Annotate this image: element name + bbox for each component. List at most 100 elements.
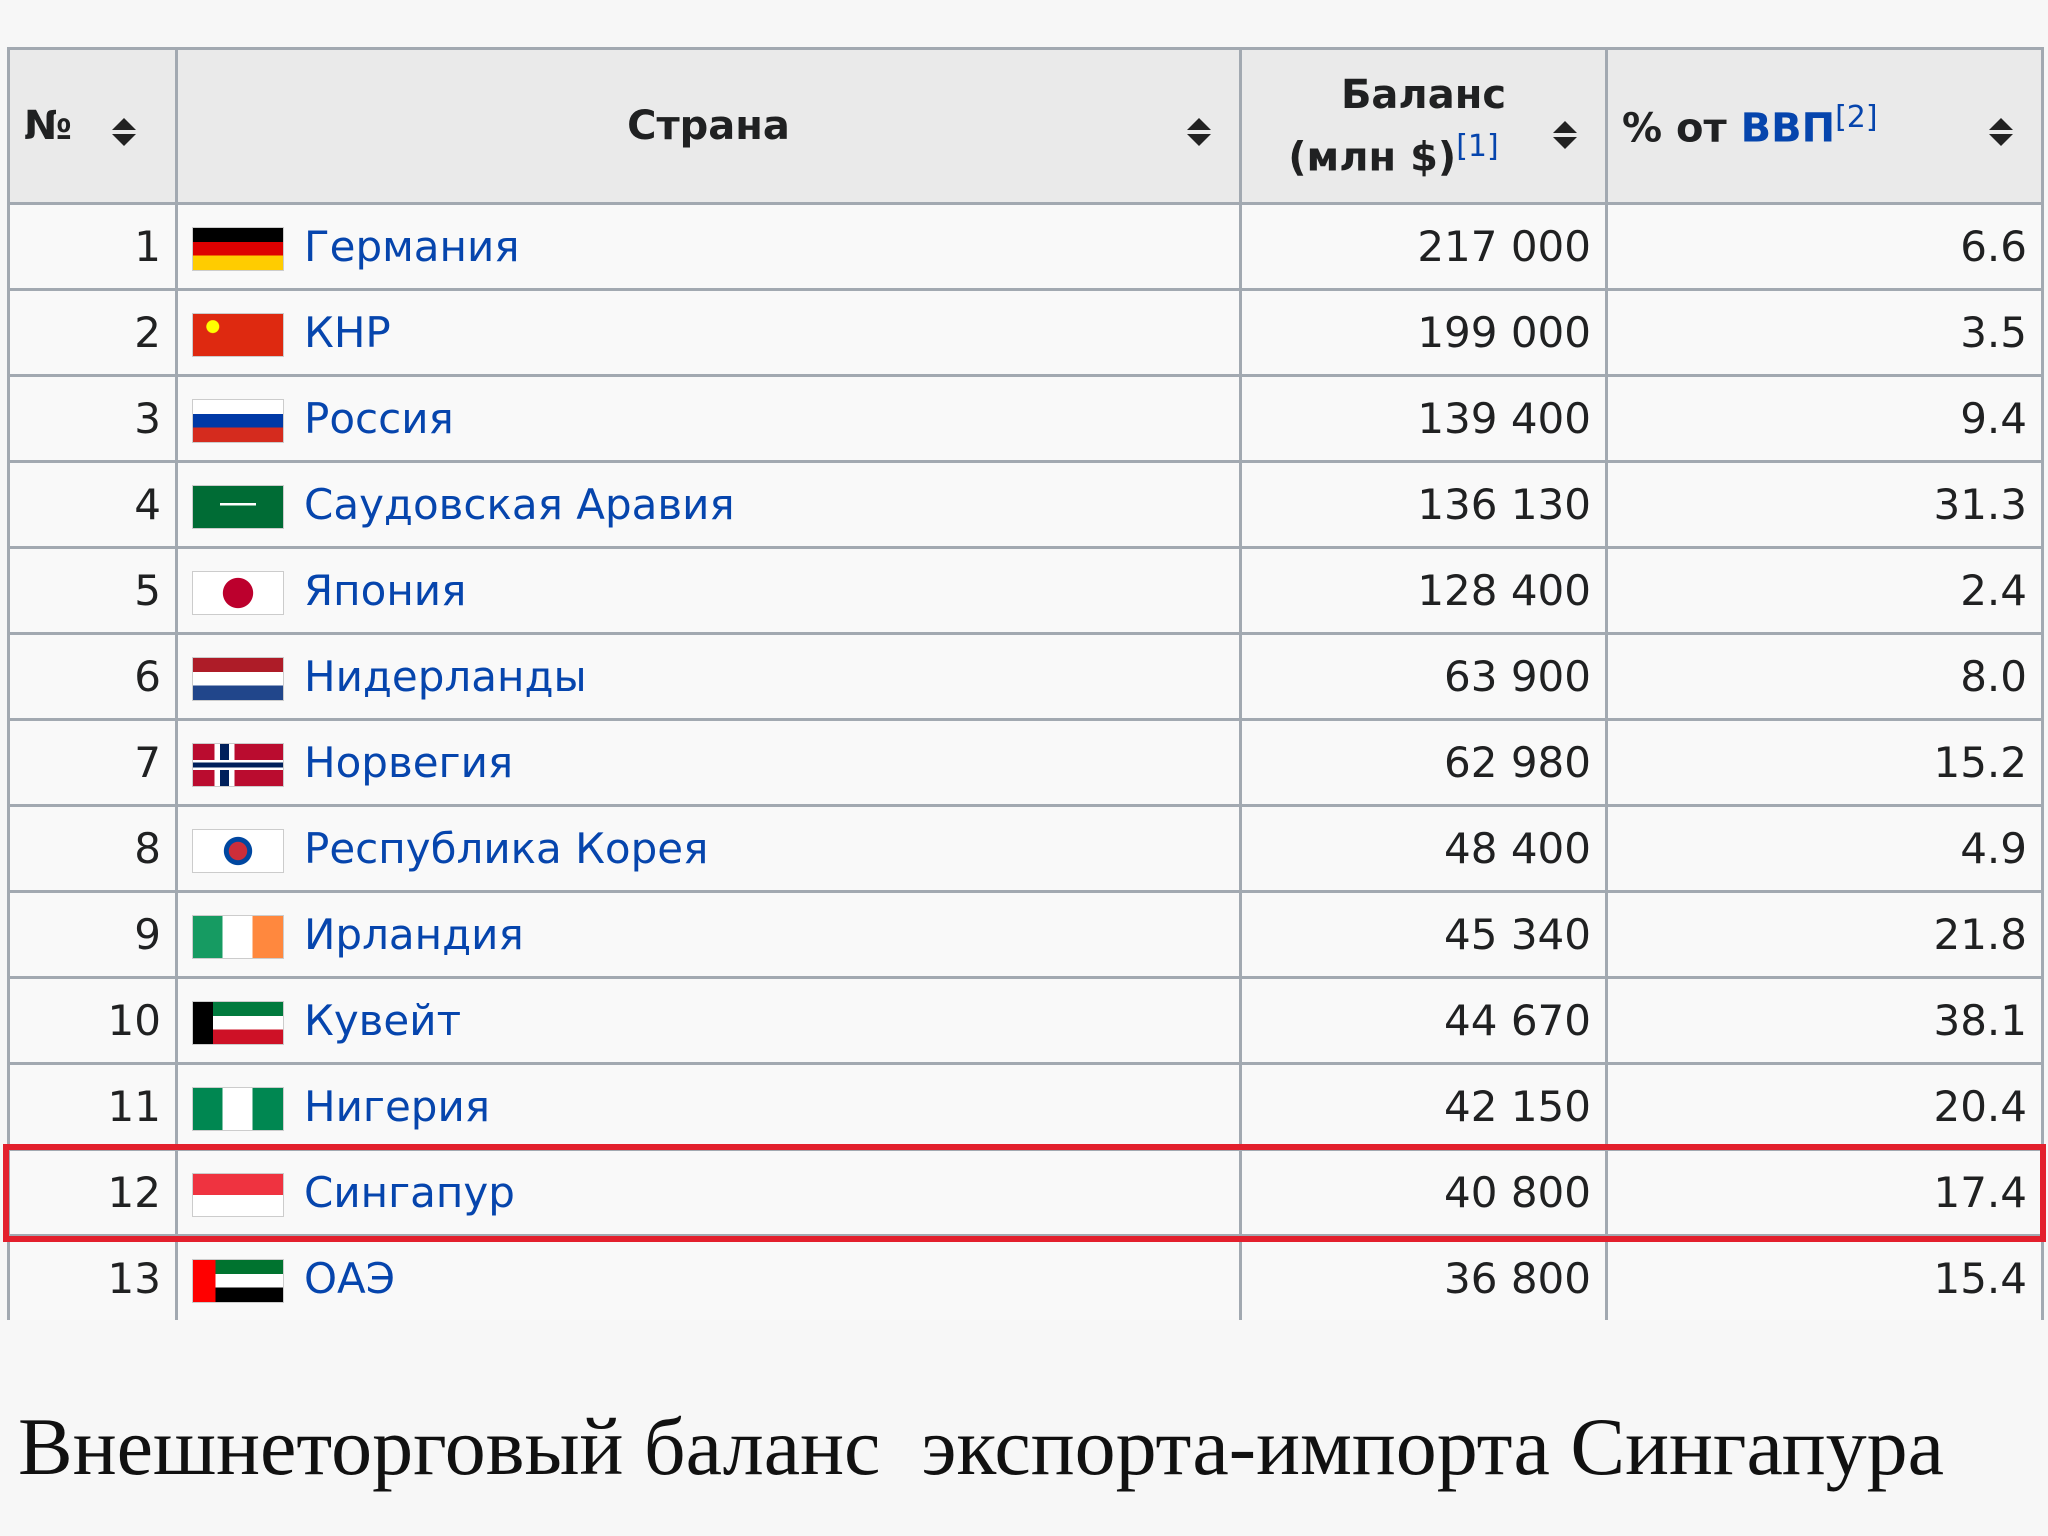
balance-cell: 45 340 xyxy=(1239,890,1608,979)
sort-icon[interactable] xyxy=(1987,111,2015,157)
rank-cell: 6 xyxy=(7,632,178,721)
balance: 62 980 xyxy=(1444,738,1591,787)
rank-cell: 11 xyxy=(7,1062,178,1151)
country-cell: Япония xyxy=(175,546,1242,635)
reference[interactable]: [1] xyxy=(1456,128,1499,164)
gdp-cell: 20.4 xyxy=(1605,1062,2044,1151)
country-link[interactable]: Нидерланды xyxy=(304,651,587,701)
header-cell[interactable]: % от ВВП[2] xyxy=(1605,47,2044,205)
header-cell[interactable]: № xyxy=(7,47,178,205)
balance-cell: 139 400 xyxy=(1239,374,1608,463)
arrow-up xyxy=(112,118,136,130)
reference[interactable]: [2] xyxy=(1835,100,1878,136)
arrow-down xyxy=(1187,134,1211,146)
rank-cell: 7 xyxy=(7,718,178,807)
rank: 12 xyxy=(107,1168,161,1217)
flag-icon xyxy=(192,571,284,616)
balance: 128 400 xyxy=(1417,566,1591,615)
flag-icon xyxy=(192,1259,284,1304)
header-cell[interactable]: Баланс (млн $)[1] xyxy=(1239,47,1608,205)
gdp-share: 17.4 xyxy=(1933,1168,2027,1217)
arrow-up xyxy=(1553,121,1577,133)
country-link[interactable]: ОАЭ xyxy=(304,1253,396,1303)
country-link[interactable]: Япония xyxy=(304,565,467,615)
gdp-share: 20.4 xyxy=(1933,1082,2027,1131)
header-row: № Страна Баланс (млн $)[1] % от ВВП[2] xyxy=(7,47,2044,205)
arrow-down xyxy=(1989,134,2013,146)
country-link[interactable]: Республика Корея xyxy=(304,823,709,873)
balance-cell: 62 980 xyxy=(1239,718,1608,807)
gdp-share: 9.4 xyxy=(1960,394,2027,443)
gdp-share: 6.6 xyxy=(1960,222,2027,271)
balance-cell: 42 150 xyxy=(1239,1062,1608,1151)
balance: 199 000 xyxy=(1417,308,1591,357)
balance-cell: 199 000 xyxy=(1239,288,1608,377)
rank: 13 xyxy=(107,1254,161,1303)
country-cell: Ирландия xyxy=(175,890,1242,979)
balance: 44 670 xyxy=(1444,996,1591,1045)
table-row: 13 ОАЭ 36 800 15.4 xyxy=(7,1234,2044,1320)
balance-cell: 44 670 xyxy=(1239,976,1608,1065)
country-link[interactable]: Нигерия xyxy=(304,1081,491,1131)
table-row: 4 Саудовская Аравия 136 130 31.3 xyxy=(7,460,2044,549)
country-cell: Саудовская Аравия xyxy=(175,460,1242,549)
balance-cell: 217 000 xyxy=(1239,202,1608,291)
rank: 1 xyxy=(134,222,161,271)
balance-cell: 48 400 xyxy=(1239,804,1608,893)
balance-cell: 40 800 xyxy=(1239,1148,1608,1237)
link[interactable]: ВВП xyxy=(1740,105,1836,152)
country-link[interactable]: Россия xyxy=(304,393,454,443)
table-row: 6 Нидерланды 63 900 8.0 xyxy=(7,632,2044,721)
country-cell: Республика Корея xyxy=(175,804,1242,893)
sort-icon[interactable] xyxy=(110,111,138,157)
flag-icon xyxy=(192,743,284,788)
gdp-cell: 15.4 xyxy=(1605,1234,2044,1320)
country-link[interactable]: Кувейт xyxy=(304,995,462,1045)
country-link[interactable]: КНР xyxy=(304,307,391,357)
table-row: 8 Республика Корея 48 400 4.9 xyxy=(7,804,2044,893)
arrow-up xyxy=(1989,118,2013,130)
gdp-cell: 21.8 xyxy=(1605,890,2044,979)
sort-icon[interactable] xyxy=(1551,111,1579,163)
country-cell: Германия xyxy=(175,202,1242,291)
caption: Внешнеторговый баланс экспорта-импорта С… xyxy=(18,1401,1945,1492)
balance: 48 400 xyxy=(1444,824,1591,873)
country-link[interactable]: Саудовская Аравия xyxy=(304,479,735,529)
sort-icon[interactable] xyxy=(1185,111,1213,157)
table-row: 5 Япония 128 400 2.4 xyxy=(7,546,2044,635)
rank: 7 xyxy=(134,738,161,787)
gdp-share: 15.4 xyxy=(1933,1254,2027,1303)
rank: 8 xyxy=(134,824,161,873)
rank-cell: 2 xyxy=(7,288,178,377)
table-row: 1 Германия 217 000 6.6 xyxy=(7,202,2044,291)
flag-icon xyxy=(192,1001,284,1046)
country-link[interactable]: Германия xyxy=(304,221,520,271)
country-cell: Нидерланды xyxy=(175,632,1242,721)
country-link[interactable]: Сингапур xyxy=(304,1167,515,1217)
country-cell: Сингапур xyxy=(175,1148,1242,1237)
gdp-share: 4.9 xyxy=(1960,824,2027,873)
gdp-share: 21.8 xyxy=(1933,910,2027,959)
balance: 217 000 xyxy=(1417,222,1591,271)
sort-arrows xyxy=(1187,118,1211,146)
country-link[interactable]: Норвегия xyxy=(304,737,514,787)
country-cell: Норвегия xyxy=(175,718,1242,807)
table-row: 10 Кувейт 44 670 38.1 xyxy=(7,976,2044,1065)
flag-icon xyxy=(192,313,284,358)
flag-icon xyxy=(192,399,284,444)
arrow-down xyxy=(1553,137,1577,149)
flag-icon xyxy=(192,829,284,874)
header-cell[interactable]: Страна xyxy=(175,47,1242,205)
rank-cell: 10 xyxy=(7,976,178,1065)
table-body: 1 Германия 217 000 6.6 2 КНР 199 000 3.5 3 Россия… xyxy=(7,202,2044,1320)
country-cell: Россия xyxy=(175,374,1242,463)
balance-cell: 63 900 xyxy=(1239,632,1608,721)
country-link[interactable]: Ирландия xyxy=(304,909,524,959)
flag-icon xyxy=(192,915,284,960)
gdp-cell: 31.3 xyxy=(1605,460,2044,549)
flag-icon xyxy=(192,485,284,530)
sort-arrows xyxy=(112,118,136,146)
rank-cell: 9 xyxy=(7,890,178,979)
country-cell: Кувейт xyxy=(175,976,1242,1065)
rank-cell: 12 xyxy=(7,1148,178,1237)
